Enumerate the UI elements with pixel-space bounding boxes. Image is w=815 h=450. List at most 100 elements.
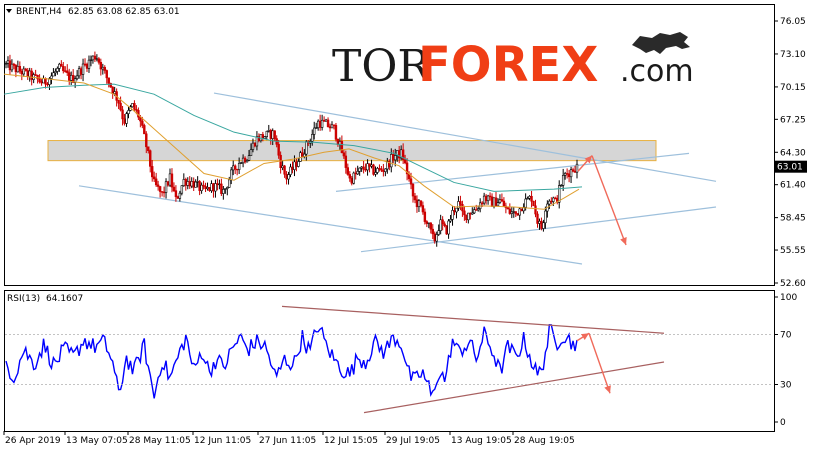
candle-body (401, 149, 405, 161)
candle-body (311, 134, 314, 142)
candle-body (243, 157, 247, 163)
brand-logo: TOR FOREX .com (332, 32, 694, 93)
channel-line (360, 206, 717, 253)
candle-body (376, 168, 379, 173)
candle-body (463, 210, 466, 216)
candle-body (198, 181, 201, 191)
candle-body (415, 199, 419, 208)
candle-body (36, 74, 39, 80)
candle-body (147, 146, 150, 152)
candle-body (536, 213, 539, 224)
candle-body (38, 78, 41, 83)
candle-body (8, 60, 12, 71)
candle-body (488, 195, 492, 198)
candle-body (552, 197, 555, 202)
x-tick-label: 29 Jul 19:05 (386, 436, 440, 446)
candle-body (445, 225, 448, 235)
candle-body (281, 165, 284, 168)
candle-body (40, 81, 43, 84)
candle-body (405, 162, 409, 175)
candle-body (330, 124, 334, 129)
candle-body (239, 162, 243, 164)
candle-body (196, 181, 199, 183)
candle-body (297, 161, 300, 167)
candle-body (192, 181, 195, 188)
candle-body (216, 183, 219, 186)
candle-body (344, 155, 348, 168)
candle-body (178, 192, 182, 199)
current-price-label: 63.01 (777, 163, 803, 173)
candle-body (558, 185, 561, 203)
rsi-y-tick-label: 30 (780, 381, 792, 391)
candle-body (291, 166, 294, 170)
candle-body (58, 63, 61, 69)
y-tick-label: 67.25 (780, 115, 806, 125)
candle-body (241, 157, 245, 164)
candle-body (48, 78, 51, 85)
candle-body (206, 187, 209, 189)
candle-body (520, 208, 523, 212)
candle-body (218, 183, 221, 186)
candle-body (368, 163, 371, 167)
candle-body (6, 60, 10, 64)
candle-body (168, 173, 172, 186)
candle-body (518, 208, 521, 216)
candle-body (107, 77, 110, 84)
candle-body (261, 134, 265, 139)
rsi-trendline (281, 305, 665, 334)
candle-body (91, 55, 95, 61)
candle-body (350, 177, 353, 184)
candle-body (265, 130, 269, 137)
y-tick-label: 70.15 (780, 83, 806, 93)
candle-body (423, 211, 427, 222)
candle-body (75, 75, 79, 80)
candle-body (117, 100, 120, 104)
candle-body (127, 110, 130, 114)
candle-body (496, 202, 500, 207)
x-tick-label: 28 Aug 19:05 (514, 436, 575, 446)
candle-body (392, 154, 395, 161)
logo-text-tor: TOR (332, 41, 432, 92)
candle-body (226, 187, 229, 189)
candle-body (46, 83, 49, 86)
y-tick-label: 73.10 (780, 50, 806, 60)
y-tick-label: 58.45 (780, 214, 806, 224)
candle-body (563, 173, 567, 176)
x-tick-label: 27 Jun 11:05 (259, 436, 316, 446)
candle-body (81, 63, 85, 75)
dropdown-triangle-icon[interactable] (6, 9, 12, 13)
forecast-arrow (591, 155, 627, 246)
candle-body (390, 154, 393, 168)
candle-body (12, 63, 16, 66)
candle-body (514, 211, 517, 214)
candle-body (172, 186, 176, 191)
ma-fast-line (3, 73, 580, 210)
candle-body (99, 62, 103, 70)
rsi-y-tick-label: 0 (780, 418, 786, 428)
candle-body (158, 186, 162, 192)
candle-body (121, 109, 124, 120)
candle-body (249, 149, 253, 156)
x-tick-label: 13 May 07:05 (66, 436, 128, 446)
rsi-trendline (363, 361, 665, 414)
candle-body (287, 174, 290, 180)
candle-body (64, 70, 67, 72)
candle-body (362, 166, 365, 170)
candle-body (295, 161, 298, 167)
candle-body (119, 102, 122, 111)
candle-body (277, 143, 280, 156)
candle-body (451, 210, 454, 220)
candle-body (263, 136, 267, 139)
candle-body (60, 63, 63, 67)
candle-body (222, 189, 225, 194)
candle-body (293, 161, 296, 170)
candle-body (77, 68, 81, 77)
candle-body (135, 108, 138, 111)
candle-body (251, 142, 255, 150)
candle-body (89, 59, 93, 61)
candle-body (467, 212, 470, 221)
candle-body (313, 127, 316, 135)
symbol-label: BRENT,H4 (16, 7, 62, 17)
candle-body (123, 118, 126, 124)
candle-body (534, 205, 537, 215)
